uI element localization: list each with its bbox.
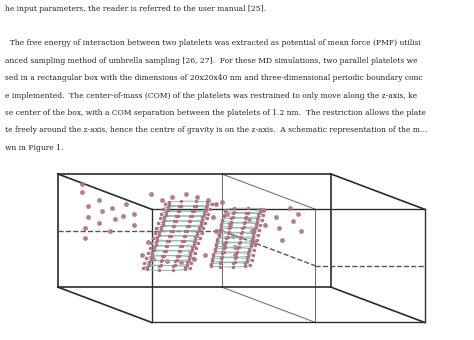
Text: he input parameters, the reader is referred to the user manual [25].: he input parameters, the reader is refer… <box>5 5 266 13</box>
Text: wn in Figure 1.: wn in Figure 1. <box>5 144 63 152</box>
Text: se center of the box, with a COM separation between the platelets of 1.2 nm.  Th: se center of the box, with a COM separat… <box>5 109 426 117</box>
Text: te freely around the z-axis, hence the centre of gravity is on the z-axis.  A sc: te freely around the z-axis, hence the c… <box>5 126 428 134</box>
Text: e implemented.  The center-of-mass (COM) of the platelets was restrained to only: e implemented. The center-of-mass (COM) … <box>5 91 417 100</box>
Text: The free energy of interaction between two platelets was extracted as potential : The free energy of interaction between t… <box>5 39 420 48</box>
Text: sed in a rectangular box with the dimensions of 20x20x40 nm and three-dimensiona: sed in a rectangular box with the dimens… <box>5 74 422 82</box>
Text: anced sampling method of umbrella sampling [26, 27].  For these MD simulations, : anced sampling method of umbrella sampli… <box>5 57 418 65</box>
